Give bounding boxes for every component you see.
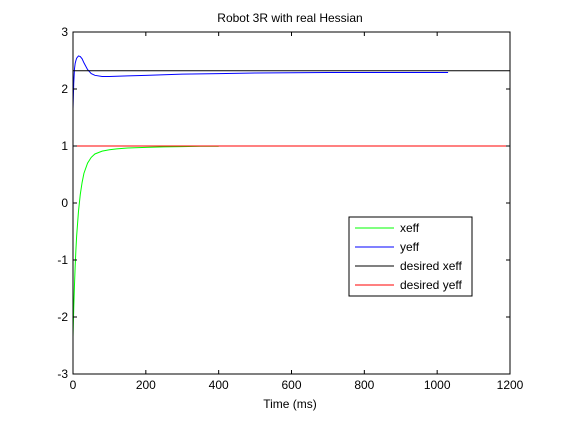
- y-tick-label: 0: [61, 196, 68, 210]
- y-tick-label: -2: [57, 310, 68, 324]
- x-tick-label: 200: [136, 378, 156, 392]
- x-tick-label: 800: [354, 378, 374, 392]
- y-tick-label: 3: [61, 25, 68, 39]
- ticks-layer: 0 200 400 600 800 1000 1200 -3 -2 -1 0 1 2 3: [57, 25, 523, 392]
- y-tick-label: -3: [57, 367, 68, 381]
- series-layer: [72, 55, 510, 337]
- y-tick-label: 2: [61, 82, 68, 96]
- x-tick-label: 600: [281, 378, 301, 392]
- series-line-xeff: [72, 145, 219, 337]
- legend: xeff yeff desired xeff desired yeff: [348, 216, 473, 297]
- x-axis-label: Time (ms): [263, 397, 317, 411]
- y-tick-label: 1: [61, 139, 68, 153]
- legend-entries: xeff yeff desired xeff desired yeff: [355, 221, 462, 292]
- series-line-yeff: [72, 55, 449, 109]
- y-tick-label: -1: [57, 253, 68, 267]
- chart-title: Robot 3R with real Hessian: [217, 11, 362, 25]
- legend-label: desired yeff: [400, 278, 462, 292]
- x-tick-label: 0: [70, 378, 77, 392]
- legend-label: yeff: [400, 240, 420, 254]
- plot-area: [73, 32, 510, 374]
- x-tick-label: 1000: [424, 378, 451, 392]
- x-tick-label: 1200: [497, 378, 524, 392]
- legend-label: desired xeff: [400, 259, 462, 273]
- legend-box: [348, 216, 473, 297]
- x-tick-label: 400: [209, 378, 229, 392]
- legend-label: xeff: [400, 221, 420, 235]
